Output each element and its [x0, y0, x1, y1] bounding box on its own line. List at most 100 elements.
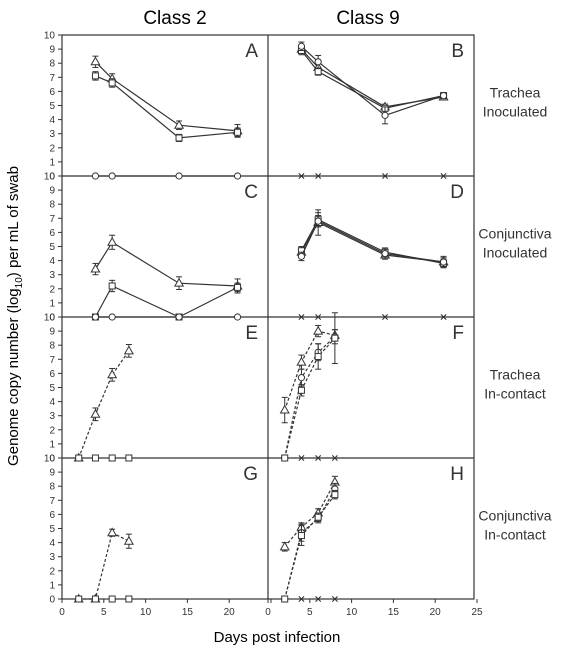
data-point-circle [314, 58, 322, 66]
data-point-triangle [123, 345, 134, 355]
series-line-triangle [300, 221, 444, 263]
y-axis-label: Genome copy number (log10) per mL of swa… [5, 166, 25, 466]
data-point-triangle [123, 535, 134, 545]
y-tick-label: 10 [44, 454, 56, 465]
row-label: Trachea [490, 85, 541, 101]
y-tick-label: 1 [49, 298, 55, 309]
y-tick-label: 0 [49, 454, 55, 465]
data-point-cross [382, 173, 389, 179]
y-tick-label: 4 [49, 115, 55, 126]
x-tick-label: 5 [101, 607, 107, 618]
data-point-square [108, 595, 116, 603]
data-point-triangle [90, 263, 101, 273]
data-point-cross [382, 314, 389, 320]
data-point-triangle [107, 236, 118, 246]
x-tick-label: 10 [140, 607, 152, 618]
y-tick-label: 10 [44, 31, 56, 42]
series-line-square [284, 494, 336, 600]
panel-letter-c: C [244, 182, 258, 203]
data-point-square [297, 386, 305, 394]
y-tick-label: 3 [49, 411, 55, 422]
data-point-cross [440, 173, 447, 179]
y-tick-label: 1 [49, 157, 55, 168]
y-tick-label: 5 [49, 101, 55, 112]
x-tick-label: 5 [307, 607, 313, 618]
y-tick-label: 10 [44, 313, 56, 324]
data-point-triangle [90, 56, 101, 66]
data-point-square [281, 454, 289, 462]
y-tick-label: 9 [49, 468, 55, 479]
x-tick-label: 0 [59, 607, 65, 618]
data-point-triangle [107, 527, 118, 537]
y-tick-label: 0 [49, 595, 55, 606]
x-tick-label: 20 [430, 607, 442, 618]
data-point-square [75, 595, 83, 603]
y-tick-label: 7 [49, 214, 55, 225]
x-axis-label: Days post infection [214, 629, 341, 646]
data-point-square [108, 454, 116, 462]
y-tick-label: 2 [49, 425, 55, 436]
data-point-triangle [279, 404, 290, 414]
panel-letter-f: F [452, 323, 464, 344]
panel-letter-h: H [450, 464, 464, 485]
series-line-circle [284, 488, 336, 600]
series-line-square [300, 218, 444, 264]
data-point-triangle [173, 119, 185, 129]
data-point-square [314, 513, 322, 521]
series-line-triangle [284, 330, 336, 411]
x-tick-label: 15 [182, 607, 194, 618]
data-point-circle [175, 313, 183, 321]
data-point-circle [91, 172, 100, 180]
row-label: Inoculated [483, 245, 548, 261]
column-title-class-9: Class 9 [336, 8, 399, 29]
y-tick-label: 2 [49, 143, 55, 154]
x-tick-label: 0 [265, 607, 271, 618]
series-line-square [300, 50, 444, 109]
data-point-square [234, 128, 242, 136]
x-tick-label: 10 [346, 607, 358, 618]
panel-letter-d: D [450, 182, 464, 203]
y-tick-label: 0 [49, 313, 55, 324]
data-point-square [91, 454, 99, 462]
y-tick-label: 4 [49, 256, 55, 267]
y-tick-label: 10 [44, 172, 56, 183]
series-line-circle [300, 220, 444, 263]
series-line-triangle [78, 531, 130, 600]
row-label: Conjunctiva [478, 508, 551, 524]
data-point-square [125, 454, 133, 462]
y-tick-label: 7 [49, 355, 55, 366]
data-point-circle [108, 313, 116, 321]
series-line-circle [300, 45, 444, 117]
row-label: In-contact [484, 527, 546, 543]
row-label: Inoculated [483, 104, 548, 120]
row-label: Conjunctiva [478, 226, 551, 242]
data-point-square [75, 454, 83, 462]
y-axis-label-tail: ) per mL of swab [5, 166, 22, 277]
y-tick-label: 5 [49, 383, 55, 394]
data-point-square [91, 595, 99, 603]
data-point-square [108, 282, 116, 290]
panel-letter-g: G [243, 464, 258, 485]
y-tick-label: 1 [49, 580, 55, 591]
data-point-cross [298, 314, 305, 320]
data-point-circle [314, 217, 322, 225]
data-point-square [91, 72, 99, 80]
y-tick-label: 7 [49, 73, 55, 84]
data-point-triangle [173, 277, 185, 287]
y-tick-label: 8 [49, 59, 55, 70]
y-tick-label: 6 [49, 87, 55, 98]
y-tick-label: 9 [49, 45, 55, 56]
y-tick-label: 6 [49, 510, 55, 521]
x-tick-label: 20 [224, 607, 236, 618]
data-point-cross [315, 314, 322, 320]
data-point-triangle [296, 356, 307, 366]
y-tick-label: 3 [49, 270, 55, 281]
data-point-circle [297, 42, 306, 50]
y-tick-label: 6 [49, 369, 55, 380]
data-point-square [125, 595, 133, 603]
data-point-circle [381, 111, 389, 119]
data-point-circle [439, 258, 448, 266]
y-tick-label: 8 [49, 200, 55, 211]
y-tick-label: 7 [49, 496, 55, 507]
